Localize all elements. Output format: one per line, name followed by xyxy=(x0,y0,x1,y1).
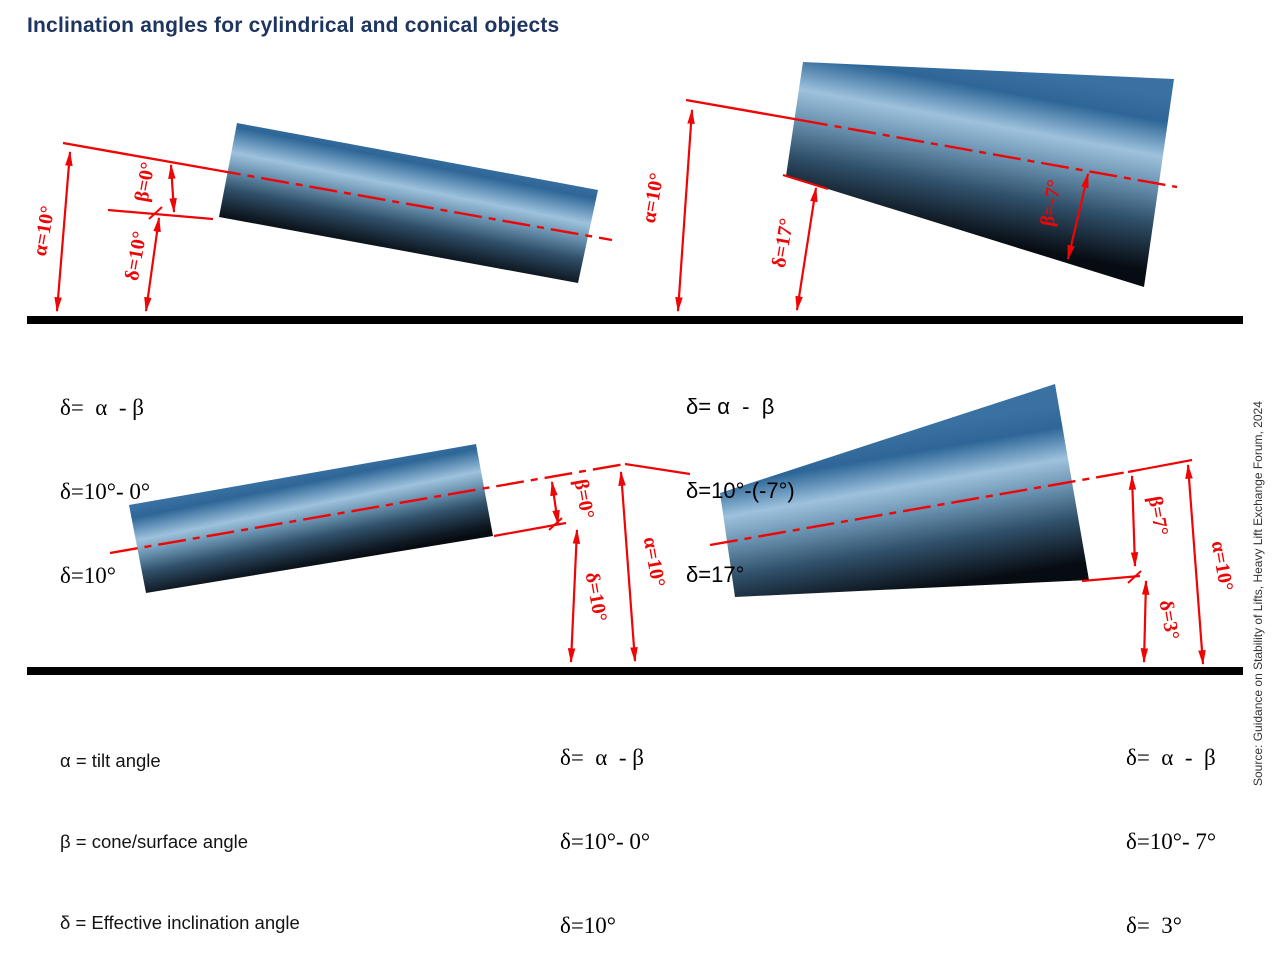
formula-line: δ=10°- 0° xyxy=(60,479,151,504)
formula-line: δ= α - β xyxy=(560,745,644,770)
beta-arrow xyxy=(1128,474,1139,568)
source-note: Source: Guidance on Stability of Lifts, … xyxy=(1251,401,1265,786)
centerline-dashdot xyxy=(709,469,1134,547)
centerline-dashdot xyxy=(109,462,626,555)
beta-dimension-label: β=7° xyxy=(1144,494,1173,537)
beta-arrow xyxy=(1066,172,1090,261)
legend: α = tilt angle β = cone/surface angle δ … xyxy=(60,693,300,963)
alpha-arrow xyxy=(1185,463,1206,666)
delta-dimension-label: δ=10° xyxy=(581,571,611,624)
legend-delta: δ = Effective inclination angle xyxy=(60,912,300,933)
centerline-dashdot xyxy=(212,168,613,242)
formula-line: δ=17° xyxy=(686,562,745,587)
formula-block-bottom-left: δ= α - β δ=10°- 0° δ=10° xyxy=(560,688,650,968)
centerline-dashdot xyxy=(799,118,1178,189)
alpha-top-tick xyxy=(624,462,691,476)
delta-arrow xyxy=(1140,579,1150,664)
panel-top-left-cylinder: α=10° β=0° δ=10° xyxy=(29,123,613,313)
alpha-top-tick xyxy=(1127,458,1193,474)
beta-dimension-label: β=0° xyxy=(570,477,599,520)
alpha-arrow xyxy=(675,108,695,313)
formula-line: δ= 3° xyxy=(1126,913,1183,938)
alpha-dimension-label: α=10° xyxy=(639,535,669,589)
formula-line: δ= α - β xyxy=(60,395,144,420)
formula-line: δ= α - β xyxy=(686,394,775,419)
beta-dimension-label: β=0° xyxy=(131,160,160,203)
beta-arrow xyxy=(550,480,560,526)
delta-dimension-label: δ=17° xyxy=(768,217,798,270)
surface-extension-line xyxy=(1081,574,1141,583)
formula-block-top-left: δ= α - β δ=10°- 0° δ=10° xyxy=(60,338,150,618)
beta-arrow xyxy=(168,163,177,214)
formula-line: δ=10° xyxy=(60,563,117,588)
cone-shape xyxy=(786,62,1174,287)
diagram-canvas: α=10° β=0° δ=10° α=10° δ=17° β=-7° β=0° … xyxy=(27,62,1243,675)
centerline-lead xyxy=(685,98,801,122)
alpha-dimension-label: α=10° xyxy=(29,204,59,258)
centerline-lead xyxy=(62,141,214,171)
legend-alpha: α = tilt angle xyxy=(60,750,161,771)
delta-dimension-label: δ=10° xyxy=(121,230,151,283)
legend-beta: β = cone/surface angle xyxy=(60,831,249,852)
alpha-dimension-label: α=10° xyxy=(1207,539,1237,593)
surface-extension-line xyxy=(107,208,214,221)
formula-block-top-right: δ= α - β δ=10°-(-7°) δ=17° xyxy=(686,337,795,617)
alpha-arrow xyxy=(54,150,73,313)
surface-extension-line xyxy=(782,173,829,191)
alpha-arrow xyxy=(618,470,638,663)
ground-line-bottom xyxy=(27,667,1243,675)
panel-bottom-left-cylinder: β=0° δ=10° α=10° xyxy=(109,444,691,664)
ground-line-top xyxy=(27,316,1243,324)
delta-arrow xyxy=(567,528,581,664)
page-title: Inclination angles for cylindrical and c… xyxy=(27,14,560,37)
delta-arrow xyxy=(795,186,818,312)
formula-line: δ=10° xyxy=(560,913,617,938)
formula-block-bottom-right: δ= α - β δ=10°- 7° δ= 3° xyxy=(1126,688,1216,968)
cone-shape xyxy=(720,384,1089,597)
formula-line: δ=10°- 7° xyxy=(1126,829,1217,854)
panel-top-right-cone: α=10° δ=17° β=-7° xyxy=(638,62,1178,313)
delta-arrow xyxy=(144,216,161,313)
alpha-dimension-label: α=10° xyxy=(638,171,668,225)
formula-line: δ= α - β xyxy=(1126,745,1216,770)
delta-dimension-label: δ=3° xyxy=(1155,598,1184,641)
oblique-tick xyxy=(1127,570,1142,584)
formula-line: δ=10°- 0° xyxy=(560,829,651,854)
formula-line: δ=10°-(-7°) xyxy=(686,478,795,503)
